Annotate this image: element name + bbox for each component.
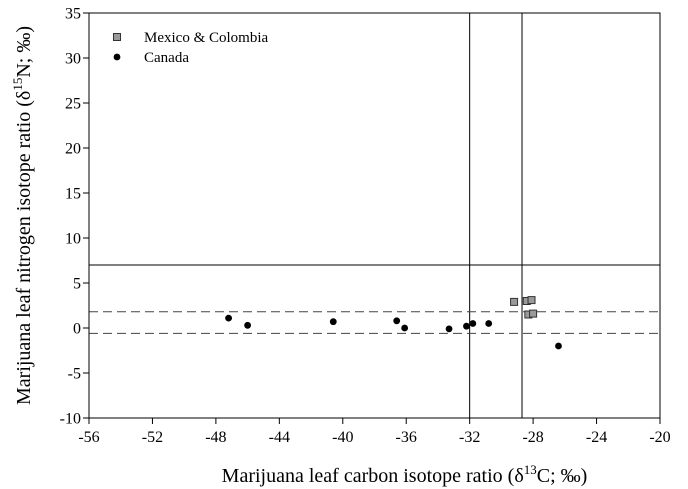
x-axis-label-tail: C; ‰) — [537, 465, 588, 487]
x-tick-label: -40 — [332, 429, 353, 446]
x-tick-label: -20 — [649, 429, 670, 446]
y-axis-label-main: Marijuana leaf nitrogen isotope ratio (δ — [13, 91, 35, 405]
plot-frame — [88, 12, 661, 419]
x-tick-label: -56 — [78, 429, 99, 446]
mexico-colombia-point — [529, 309, 538, 318]
x-tick-label: -48 — [205, 429, 226, 446]
legend-marker-mexico-colombia — [113, 33, 121, 41]
x-axis-label-main: Marijuana leaf carbon isotope ratio (δ — [222, 465, 524, 487]
x-tick-label: -24 — [586, 429, 607, 446]
y-axis-label-superscript: 15 — [10, 78, 25, 91]
canada-point — [329, 318, 337, 326]
data-points — [225, 296, 562, 350]
mexico-colombia-point — [510, 297, 519, 306]
y-tick-label: 10 — [65, 231, 81, 248]
x-tick-label: -44 — [269, 429, 290, 446]
y-tick-label: 20 — [65, 141, 81, 158]
canada-point — [469, 320, 477, 327]
canada-point — [463, 322, 470, 330]
y-tick-label: 5 — [73, 276, 81, 293]
y-tick-label: -10 — [60, 411, 81, 428]
legend-label-canada: Canada — [144, 50, 189, 66]
y-axis-label: Marijuana leaf nitrogen isotope ratio (δ… — [10, 26, 35, 405]
canada-point — [225, 314, 232, 322]
canada-point — [401, 324, 409, 332]
legend-label-mexico-colombia: Mexico & Colombia — [144, 30, 268, 46]
canada-point — [485, 320, 493, 327]
x-axis-label-superscript: 13 — [524, 462, 537, 477]
y-tick-label: 0 — [73, 321, 81, 338]
canada-point — [555, 342, 562, 350]
y-tick-label: 25 — [65, 96, 81, 113]
x-tick-label: -32 — [459, 429, 480, 446]
x-axis-label: Marijuana leaf carbon isotope ratio (δ13… — [222, 462, 588, 487]
y-tick-label: -5 — [68, 366, 81, 383]
x-axis: -56 -52 -48 -44 -40 -36 -32 -28 -24 -20 — [78, 418, 671, 446]
y-tick-label: 15 — [65, 186, 81, 203]
x-tick-label: -36 — [396, 429, 417, 446]
mexico-colombia-point — [527, 296, 536, 305]
y-axis-label-tail: N; ‰) — [13, 26, 35, 78]
legend: Mexico & Colombia Canada — [113, 30, 268, 66]
y-axis: -10 -5 0 5 10 15 20 25 30 35 — [60, 6, 89, 428]
y-tick-label: 35 — [65, 6, 81, 23]
x-tick-label: -52 — [142, 429, 163, 446]
legend-marker-canada — [113, 53, 121, 61]
x-tick-label: -28 — [522, 429, 543, 446]
canada-point — [393, 317, 401, 325]
reference-lines — [89, 13, 660, 418]
y-tick-label: 30 — [65, 51, 81, 68]
canada-point — [244, 321, 252, 329]
canada-point — [445, 325, 453, 333]
